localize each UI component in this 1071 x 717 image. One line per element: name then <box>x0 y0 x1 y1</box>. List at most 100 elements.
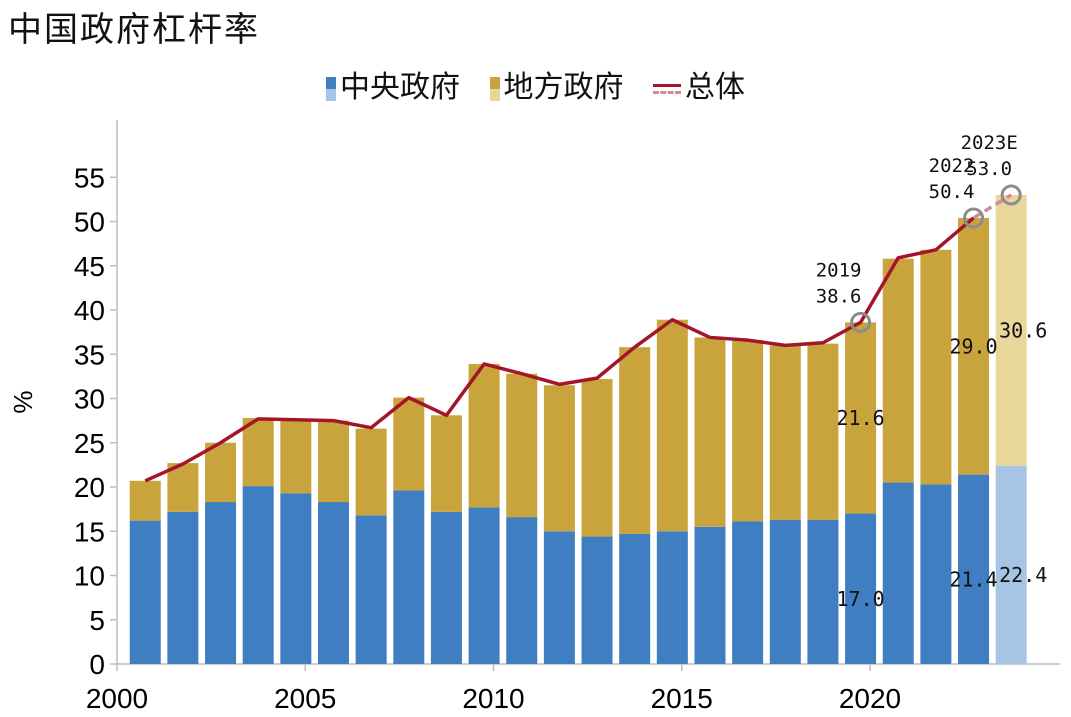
bar-local <box>958 217 990 475</box>
legend-label-central: 中央政府 <box>339 70 460 105</box>
bar-local <box>468 363 500 508</box>
x-tick-label: 2005 <box>274 683 336 714</box>
bar-local <box>920 249 952 485</box>
y-tick-label: 5 <box>89 605 105 636</box>
legend-line-total <box>653 82 682 96</box>
bar-value-label: 21.6 <box>837 406 885 430</box>
annotations: 2019 38.6 2022 50.4 2023E 53.0 <box>816 132 1022 333</box>
bar-local <box>619 347 651 534</box>
bar-local <box>167 463 199 512</box>
y-tick-label: 0 <box>89 649 105 680</box>
y-axis-label: % <box>8 390 38 413</box>
y-tick-label: 10 <box>74 561 105 592</box>
chart-title: 中国政府杠杆率 <box>8 10 260 50</box>
annotation-value: 50.4 <box>929 181 975 203</box>
bar-local <box>129 480 161 521</box>
annotation-value: 38.6 <box>816 285 862 307</box>
total-line <box>144 193 1013 483</box>
bar-local <box>242 417 274 487</box>
bar-local <box>769 345 801 520</box>
y-tick-label: 30 <box>74 384 105 415</box>
bar-central <box>430 511 462 664</box>
bar-central <box>205 502 237 664</box>
bar-local <box>543 385 575 532</box>
bar-central <box>694 526 726 664</box>
bar-value-label: 29.0 <box>949 334 997 358</box>
x-tick-label: 2015 <box>651 683 713 714</box>
annotation-year: 2023E <box>961 132 1018 154</box>
bar-central <box>845 513 877 664</box>
total-line-forecast <box>972 193 1013 220</box>
bar-local <box>732 340 764 522</box>
bar-local <box>280 420 312 494</box>
annotation-marker <box>1000 184 1022 206</box>
annotation-marker <box>963 207 985 229</box>
bar-central <box>769 519 801 664</box>
annotation-value: 53.0 <box>966 158 1012 180</box>
annotation-year: 2022 <box>929 155 975 177</box>
x-tick-label: 2010 <box>462 683 524 714</box>
x-tick-label: 2000 <box>86 683 148 714</box>
bar-local <box>656 319 688 532</box>
bar-central <box>807 519 839 664</box>
bar-local <box>807 343 839 520</box>
bar-local <box>355 428 387 516</box>
bar-central <box>732 521 764 664</box>
bar-central <box>581 536 613 664</box>
x-tick-label: 2020 <box>839 683 901 714</box>
bar-value-label: 30.6 <box>999 318 1047 342</box>
bar-central <box>958 474 990 664</box>
bar-value-label: 22.4 <box>999 563 1047 587</box>
bar-central <box>280 493 312 664</box>
bar-central <box>242 486 274 664</box>
legend-item-central: 中央政府 <box>325 62 460 106</box>
bar-central <box>506 517 538 664</box>
bar-local <box>506 373 538 518</box>
bars <box>129 194 1027 664</box>
bar-local <box>430 415 462 512</box>
y-tick-label: 15 <box>74 516 105 547</box>
y-tick-label: 35 <box>74 339 105 370</box>
bar-local <box>317 420 349 503</box>
bar-labels: 17.0 21.6 21.4 29.0 22.4 30.6 <box>837 318 1048 610</box>
y-tick-label: 50 <box>74 207 105 238</box>
bar-central <box>129 520 161 664</box>
bar-central <box>355 515 387 664</box>
bar-central <box>920 484 952 664</box>
bar-local <box>995 194 1027 466</box>
legend-swatch-local <box>489 76 500 101</box>
legend-label-total: 总体 <box>685 70 746 105</box>
bar-value-label: 17.0 <box>837 587 885 611</box>
bar-central <box>468 507 500 664</box>
bar-local <box>205 442 237 503</box>
bar-central <box>995 465 1027 664</box>
bar-central <box>543 531 575 664</box>
y-tick-label: 45 <box>74 251 105 282</box>
legend-item-total: 总体 <box>653 62 745 106</box>
bar-central <box>167 511 199 664</box>
bar-local <box>845 322 877 514</box>
bar-central <box>393 490 425 664</box>
legend: 中央政府 地方政府 总体 <box>0 62 1071 106</box>
legend-item-local: 地方政府 <box>489 62 624 106</box>
y-tick-label: 40 <box>74 295 105 326</box>
total-line-solid <box>144 216 975 483</box>
bar-central <box>619 533 651 664</box>
bar-local <box>393 397 425 491</box>
bar-local <box>882 258 914 483</box>
bar-value-label: 21.4 <box>949 567 997 591</box>
annotation-marker <box>850 311 872 333</box>
bar-local <box>581 379 613 537</box>
annotation-year: 2019 <box>816 259 862 281</box>
legend-swatch-central <box>325 76 336 101</box>
y-tick-label: 55 <box>74 162 105 193</box>
axes: 0 5 10 15 20 25 30 35 40 45 50 55 2000 2005 2010 2015 20… <box>8 120 1060 714</box>
y-tick-label: 20 <box>74 472 105 503</box>
bar-central <box>882 482 914 664</box>
y-tick-label: 25 <box>74 428 105 459</box>
bar-central <box>317 502 349 664</box>
bar-central <box>656 531 688 664</box>
bar-local <box>694 337 726 527</box>
legend-label-local: 地方政府 <box>503 70 624 105</box>
